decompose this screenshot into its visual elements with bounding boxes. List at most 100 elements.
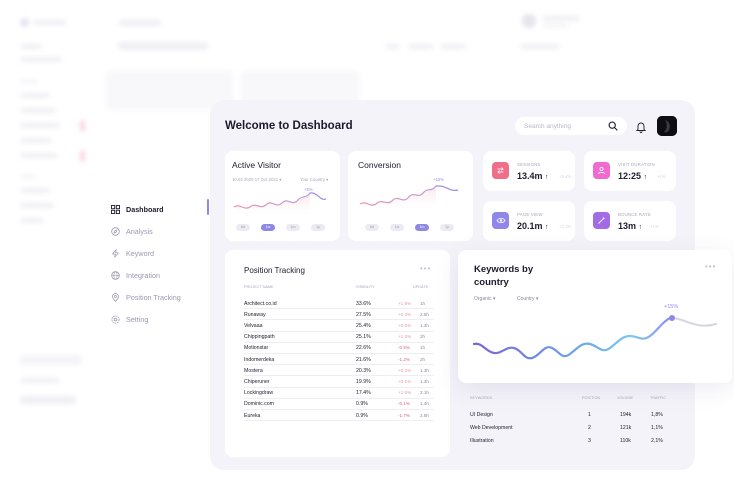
stat-change: +1% — [657, 174, 666, 179]
project-name: Mostera — [244, 367, 263, 374]
stat-sessions[interactable]: SESSIONS 13.4m ↑ +5.4% — [483, 151, 575, 191]
visibility-value: 27.5% — [356, 311, 371, 318]
country-filter[interactable]: Country ▾ — [517, 296, 539, 302]
table-row[interactable]: Illustration 3 110k 2,1% — [470, 436, 670, 449]
keywords-title-line: Keywords by — [474, 264, 534, 275]
stat-bounce-rate[interactable]: BOUNCE RATE 13m ↑ +1% — [584, 201, 676, 241]
project-name: Lockingdraw — [244, 390, 274, 397]
stat-label: VISIT DURATION — [618, 162, 655, 167]
table-row[interactable]: Lockingdraw 17.4% +1.6% 2.1h — [244, 388, 434, 399]
bolt-icon — [111, 248, 120, 258]
update-value: 1.4h — [420, 401, 429, 407]
country-filter-value: Country — [517, 296, 535, 302]
nav-label: Analysis — [126, 226, 153, 236]
visibility-change: +0.1% — [398, 378, 412, 384]
stat-page-view[interactable]: PAGE VIEW 20.1m ↑ +2.1% — [483, 201, 575, 241]
tab-1y[interactable]: 1y — [440, 224, 454, 231]
tab-1w[interactable]: 1w — [261, 224, 275, 231]
active-nav-indicator — [207, 199, 209, 215]
bg-bar — [408, 44, 434, 49]
nav-item-dashboard[interactable]: Dashboard — [111, 198, 211, 220]
keyword-name: UI Design — [470, 412, 493, 418]
tab-1m[interactable]: 1m — [286, 224, 300, 231]
nav-item-keyword[interactable]: Keyword — [111, 242, 211, 264]
stat-label: BOUNCE RATE — [618, 212, 651, 217]
arrow-up-icon: ↑ — [638, 224, 643, 231]
bg-bar — [20, 175, 36, 178]
tab-6d[interactable]: 6d — [365, 224, 379, 231]
column-header-project: PROJECT NAME — [244, 285, 274, 289]
table-row[interactable]: Motionstar 22.6% -0.5% 1h — [244, 343, 434, 354]
keyword-traffic: 1,8% — [651, 412, 663, 418]
keywords-by-country-card — [458, 250, 732, 383]
update-value: 2.1h — [420, 390, 429, 396]
avatar[interactable] — [657, 116, 677, 136]
bg-bar — [33, 20, 67, 25]
keyword-traffic: 1,1% — [651, 425, 663, 431]
table-row[interactable]: UI Design 1 194k 1,8% — [470, 410, 670, 423]
stat-change: +1% — [650, 224, 659, 229]
active-visitor-chart — [233, 192, 327, 217]
stat-change: +2.1% — [559, 224, 572, 229]
tab-6d[interactable]: 6d — [236, 224, 250, 231]
more-icon[interactable]: ••• — [705, 262, 717, 271]
tab-1m[interactable]: 1m — [415, 224, 429, 231]
table-row[interactable]: Architect.co.id 33.6% +1.6% 1h — [244, 298, 434, 310]
nav-item-integration[interactable]: Integration — [111, 264, 211, 286]
sidebar-nav: Dashboard Analysis Keyword Integration P… — [111, 198, 211, 330]
column-header-keywords: KEYWORDS — [470, 396, 493, 400]
table-row[interactable]: Web Development 2 121k 1,1% — [470, 423, 670, 436]
project-name: Chippingpath — [244, 334, 275, 341]
tab-1w[interactable]: 1w — [390, 224, 404, 231]
stat-label: PAGE VIEW — [517, 212, 543, 217]
gear-icon — [111, 315, 120, 324]
column-header-visibility: VISIBILITY — [356, 285, 375, 289]
table-row[interactable]: Velvaaa 25.4% +0.5% 1.4h — [244, 320, 434, 332]
nav-item-position-tracking[interactable]: Position Tracking — [111, 286, 211, 308]
arrow-up-icon: ↑ — [545, 174, 549, 181]
search-input[interactable]: Search anything — [515, 117, 627, 135]
table-row[interactable]: Indomerdeka 21.6% -1.2% 2h — [244, 354, 434, 366]
stat-visit-duration[interactable]: VISIT DURATION 12:25 ↑ +1% — [584, 151, 676, 191]
country-filter-value: Your Country — [300, 177, 325, 182]
tab-1y[interactable]: 1y — [311, 224, 325, 231]
stat-label: SESSIONS — [517, 162, 541, 167]
table-row[interactable]: Dominic.com 0.9% -0.1% 1.4h — [244, 399, 434, 410]
project-name: Eureka — [244, 412, 261, 419]
bg-bar — [20, 108, 56, 113]
keyword-traffic: 2,1% — [651, 438, 663, 444]
nav-item-setting[interactable]: Setting — [111, 308, 211, 330]
project-name: Runaway — [244, 311, 266, 318]
nav-label: Position Tracking — [126, 292, 181, 302]
date-filter[interactable]: 10.03.2020 17 Oct 2021 ▾ — [232, 177, 282, 182]
visibility-value: 0.9% — [356, 412, 368, 419]
stat-value-text: 13m — [618, 221, 637, 231]
table-row[interactable]: Eureka 0.9% -1.7% 2.8h — [244, 410, 434, 422]
organic-filter-value: Organic — [474, 296, 492, 302]
bg-bar — [118, 42, 208, 50]
table-row[interactable]: Chippingpath 25.1% +1.3% 2h — [244, 332, 434, 343]
bg-bar — [542, 24, 568, 27]
globe-icon — [111, 270, 120, 280]
stat-value: 13m ↑ — [618, 221, 642, 231]
position-tracking-title: Position Tracking — [244, 266, 305, 275]
nav-item-analysis[interactable]: Analysis — [111, 220, 211, 242]
bg-bar — [386, 44, 400, 49]
table-row[interactable]: Runaway 27.5% +0.3% 2.5h — [244, 309, 434, 321]
organic-filter[interactable]: Organic ▾ — [474, 296, 496, 302]
project-name: Velvaaa — [244, 322, 263, 329]
visibility-change: -1.2% — [398, 356, 411, 362]
bell-icon[interactable] — [635, 120, 647, 133]
update-value: 2h — [420, 334, 426, 340]
country-filter[interactable]: Your Country ▾ — [300, 177, 329, 182]
search-icon[interactable] — [608, 121, 618, 131]
conversion-peak-label: +15% — [433, 177, 445, 182]
table-row[interactable]: Chiperuner 19.9% +0.1% 1.4h — [244, 376, 434, 388]
keywords-trend-chart — [472, 315, 717, 360]
table-row[interactable]: Mostera 20.3% +0.2% 1.3h — [244, 365, 434, 377]
more-icon[interactable]: ••• — [420, 264, 432, 273]
page-title: Welcome to Dashboard — [225, 120, 353, 132]
keyword-volume: 194k — [620, 412, 632, 418]
grid-icon — [111, 204, 120, 214]
bg-bar — [542, 16, 580, 21]
